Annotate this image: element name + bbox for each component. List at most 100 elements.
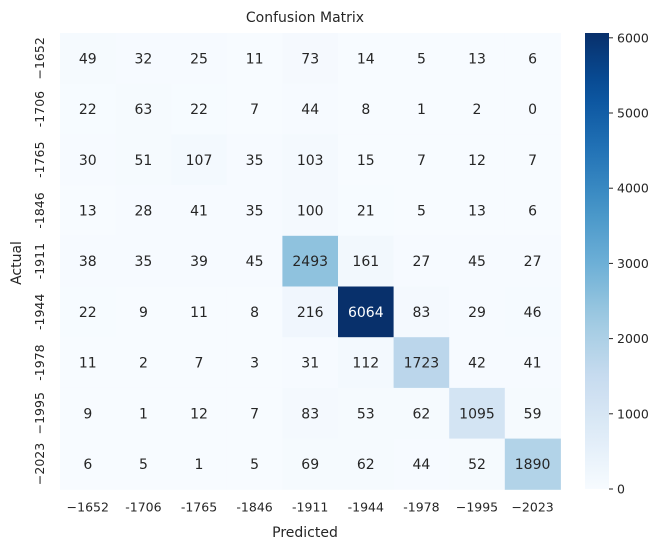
cell-value-label: 45: [246, 254, 264, 270]
cell-value-label: 53: [357, 406, 375, 422]
heatmap-cell: [449, 134, 506, 186]
cell-value-label: 35: [246, 203, 264, 219]
cell-value-label: 11: [246, 51, 264, 67]
heatmap-cell: [449, 235, 506, 287]
cell-value-label: 2493: [292, 254, 328, 270]
cell-value-label: 11: [190, 305, 208, 321]
colorbar-tick-label: 2000: [617, 331, 649, 346]
heatmap-cell: [393, 337, 450, 389]
colorbar-tick-label: 4000: [617, 181, 649, 196]
heatmap-cell: [226, 387, 283, 440]
heatmap-cell: [171, 286, 228, 338]
cell-value-label: 13: [468, 51, 486, 67]
cell-value-label: 103: [297, 153, 324, 169]
cell-value-label: 216: [297, 305, 324, 321]
heatmap-cell: [115, 185, 172, 237]
cell-value-label: 1890: [515, 457, 551, 473]
cell-value-label: 73: [301, 51, 319, 67]
cell-value-label: 7: [250, 406, 259, 422]
heatmap-cell: [338, 185, 395, 237]
heatmap-cell: [226, 185, 283, 237]
heatmap-cell: [504, 83, 561, 135]
colorbar-tick-label: 0: [617, 482, 625, 497]
x-tick-labels: −1652 -1706 -1765 -1846 -1911 -1944 -1978 −1995…: [67, 499, 554, 514]
heatmap-cell: [115, 387, 172, 440]
cell-value-label: 22: [79, 305, 97, 321]
y-axis-label: Actual: [9, 241, 25, 285]
cell-value-label: 7: [528, 153, 537, 169]
heatmap-cell: [226, 337, 283, 389]
heatmap-cell: [226, 286, 283, 338]
x-tick-label: −2023: [511, 499, 553, 514]
heatmap-cell: [393, 438, 450, 490]
heatmap-cell: [171, 235, 228, 287]
heatmap-cell: [449, 83, 506, 135]
chart-title: Confusion Matrix: [246, 10, 364, 26]
y-tick-label: -1706: [32, 91, 47, 127]
heatmap-cell: [393, 83, 450, 135]
heatmap-cell: [338, 83, 395, 135]
heatmap-cell: [226, 438, 283, 490]
y-tick-label: -1944: [32, 294, 47, 330]
cell-value-label: 29: [468, 305, 486, 321]
cell-value-label: 2: [473, 102, 482, 118]
cell-value-label: 41: [524, 356, 542, 372]
cell-value-label: 11: [79, 356, 97, 372]
cell-value-label: 7: [417, 153, 426, 169]
x-tick-label: -1944: [348, 499, 384, 514]
x-tick-label: −1652: [67, 499, 109, 514]
cell-value-label: 25: [190, 51, 208, 67]
heatmap-cell: [115, 83, 172, 135]
cell-value-label: 1: [195, 457, 204, 473]
cell-value-label: 35: [134, 254, 152, 270]
cell-value-label: 15: [357, 153, 375, 169]
heatmap-cell: [504, 235, 561, 287]
heatmap-cell: [338, 235, 395, 287]
heatmap-cell: [449, 185, 506, 237]
heatmap-cell: [171, 337, 228, 389]
cell-value-label: 39: [190, 254, 208, 270]
y-tick-label: −1652: [32, 37, 47, 79]
cell-value-label: 52: [468, 457, 486, 473]
heatmap-cell: [282, 337, 339, 389]
heatmap-cell: [60, 235, 117, 287]
heatmap-cell: [338, 438, 395, 490]
heatmap-cell: [115, 438, 172, 490]
cell-value-label: 27: [412, 254, 430, 270]
cell-value-label: 9: [83, 406, 92, 422]
cell-value-label: 1: [139, 406, 148, 422]
heatmap-cell: [282, 185, 339, 237]
cell-value-label: 83: [301, 406, 319, 422]
x-tick-label: -1706: [125, 499, 161, 514]
heatmap-cell: [60, 337, 117, 389]
cell-value-label: 44: [301, 102, 319, 118]
y-tick-labels: −1652 -1706 -1765 -1846 -1911 -1944 -1978 −1995…: [32, 37, 47, 485]
y-tick-label: -1911: [32, 243, 47, 279]
heatmap-cell: [449, 337, 506, 389]
cell-value-label: 5: [250, 457, 259, 473]
cell-value-label: 45: [468, 254, 486, 270]
cell-value-label: 2: [139, 356, 148, 372]
y-tick-label: -1978: [32, 344, 47, 380]
heatmap-cell: [226, 33, 283, 85]
cell-value-label: 22: [190, 102, 208, 118]
heatmap-cell: [504, 387, 561, 440]
heatmap-cell: [393, 134, 450, 186]
heatmap-cell: [449, 286, 506, 338]
cell-value-label: 1723: [404, 356, 440, 372]
heatmap-cell: [171, 185, 228, 237]
heatmap-cell: [226, 235, 283, 287]
cell-value-label: 30: [79, 153, 97, 169]
cell-value-label: 5: [139, 457, 148, 473]
heatmap-cell: [115, 286, 172, 338]
colorbar-tick-label: 5000: [617, 106, 649, 121]
y-tick-label: −1995: [32, 392, 47, 434]
heatmap-cell: [338, 134, 395, 186]
heatmap-cell: [115, 33, 172, 85]
cell-value-label: 8: [250, 305, 259, 321]
cell-value-label: 1: [417, 102, 426, 118]
heatmap-cell: [115, 337, 172, 389]
cell-value-label: 46: [524, 305, 542, 321]
heatmap-cell: [171, 134, 228, 186]
